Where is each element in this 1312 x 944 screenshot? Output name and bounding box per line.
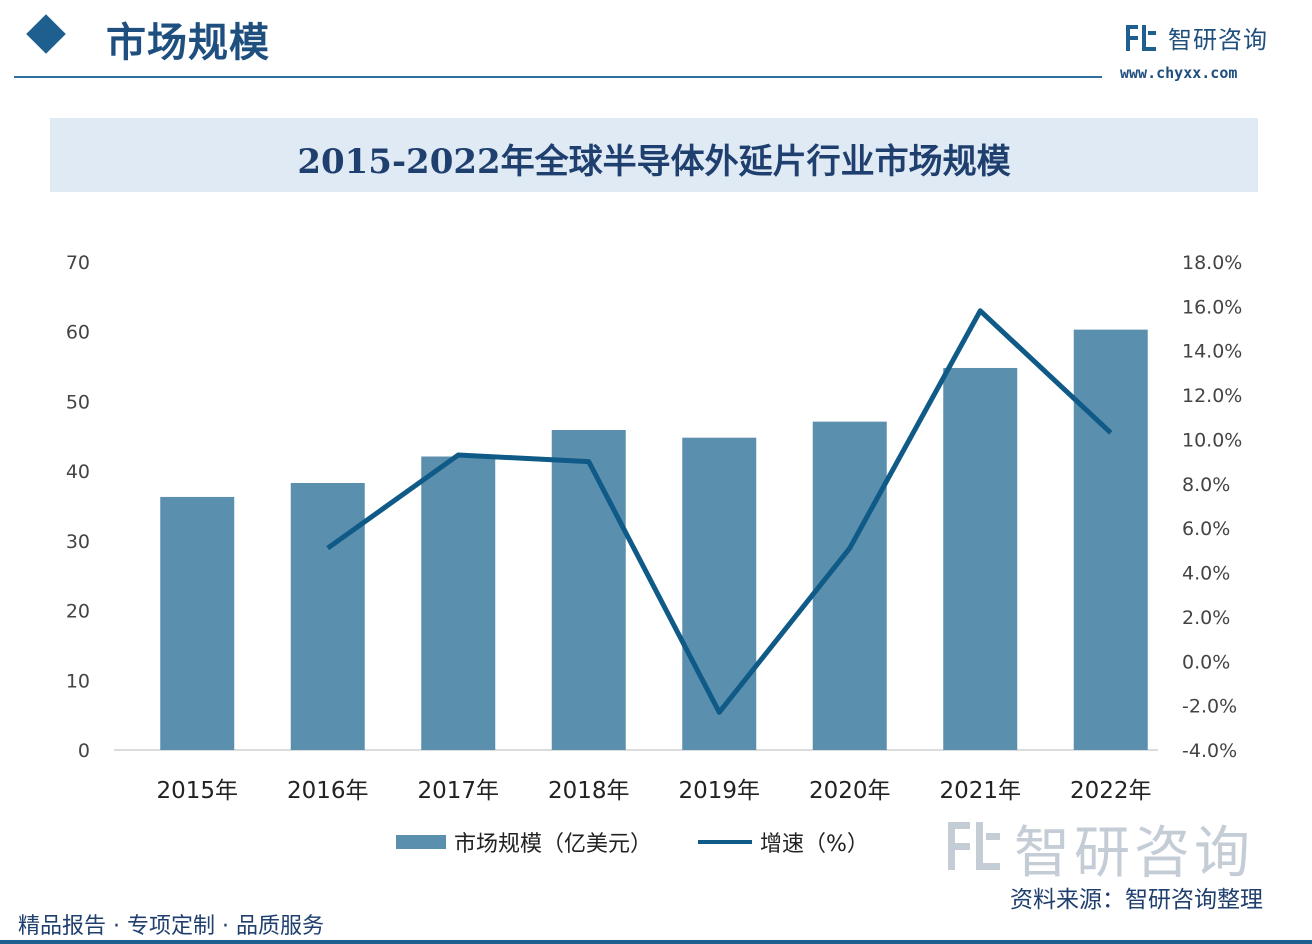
left-tick-label: 10 (66, 670, 90, 692)
right-tick-label: 14.0% (1182, 341, 1242, 363)
bar (682, 437, 757, 750)
chart-title-band: 2015-2022年全球半导体外延片行业市场规模 (50, 118, 1258, 192)
left-tick-label: 30 (66, 531, 90, 553)
bar (812, 421, 887, 750)
category-label: 2018年 (548, 778, 630, 804)
legend-bar-swatch (396, 835, 446, 849)
left-tick-label: 50 (66, 391, 90, 413)
right-tick-label: 6.0% (1182, 518, 1230, 540)
footer-bar (0, 940, 1312, 944)
category-label: 2022年 (1070, 778, 1152, 804)
bar (551, 430, 626, 750)
right-tick-label: 8.0% (1182, 474, 1230, 496)
category-label: 2017年 (417, 778, 499, 804)
brand-logo-icon (1126, 24, 1156, 51)
category-label: 2020年 (809, 778, 891, 804)
category-label: 2021年 (939, 778, 1021, 804)
right-tick-label: 0.0% (1182, 651, 1230, 673)
bar (1073, 329, 1148, 750)
right-axis-ticks: -4.0% -2.0% 0.0% 2.0% 4.0% 6.0% 8.0% 10.0% 12.0%… (1182, 252, 1242, 762)
right-tick-label: 16.0% (1182, 296, 1242, 318)
header-divider (14, 76, 1102, 78)
category-label: 2015年 (156, 778, 238, 804)
footer-slogan: 精品报告 · 专项定制 · 品质服务 (18, 914, 324, 939)
right-tick-label: -4.0% (1182, 740, 1237, 762)
bar (160, 496, 235, 750)
left-tick-label: 70 (66, 252, 90, 274)
right-tick-label: 10.0% (1182, 429, 1242, 451)
watermark-text: 智研咨询 (1014, 821, 1254, 886)
chart-title: 2015-2022年全球半导体外延片行业市场规模 (297, 142, 1011, 182)
brand-url: www.chyxx.com (1120, 64, 1238, 82)
bar (421, 456, 496, 750)
bar (943, 367, 1018, 750)
watermark-logo-icon (948, 822, 1000, 870)
legend-line-label: 增速（%） (760, 832, 869, 857)
growth-line (326, 308, 1113, 715)
section-title: 市场规模 (106, 19, 270, 66)
legend-bar-label: 市场规模（亿美元） (454, 832, 653, 857)
footer-source: 资料来源：智研咨询整理 (1010, 887, 1263, 913)
brand-name: 智研咨询 (1168, 26, 1268, 54)
bar-series (160, 329, 1148, 750)
left-tick-label: 20 (66, 601, 90, 623)
left-tick-label: 60 (66, 322, 90, 344)
category-labels: 2015年 2016年 2017年 2018年 2019年 2020年 2021年 2022年 (156, 778, 1151, 804)
category-label: 2016年 (287, 778, 369, 804)
right-tick-label: 12.0% (1182, 385, 1242, 407)
right-tick-label: -2.0% (1182, 696, 1237, 718)
left-axis-ticks: 0 10 20 30 40 50 60 70 (66, 252, 90, 762)
legend: 市场规模（亿美元） 增速（%） (396, 826, 869, 858)
left-tick-label: 40 (66, 461, 90, 483)
legend-line-swatch (698, 840, 753, 844)
right-tick-label: 2.0% (1182, 607, 1230, 629)
right-tick-label: 4.0% (1182, 563, 1230, 585)
header: 市场规模 智研咨询 www.chyxx.com (0, 0, 1312, 86)
brand: 智研咨询 (1124, 20, 1268, 55)
category-label: 2019年 (678, 778, 760, 804)
right-tick-label: 18.0% (1182, 252, 1242, 274)
left-tick-label: 0 (78, 740, 90, 762)
bar (290, 482, 365, 750)
